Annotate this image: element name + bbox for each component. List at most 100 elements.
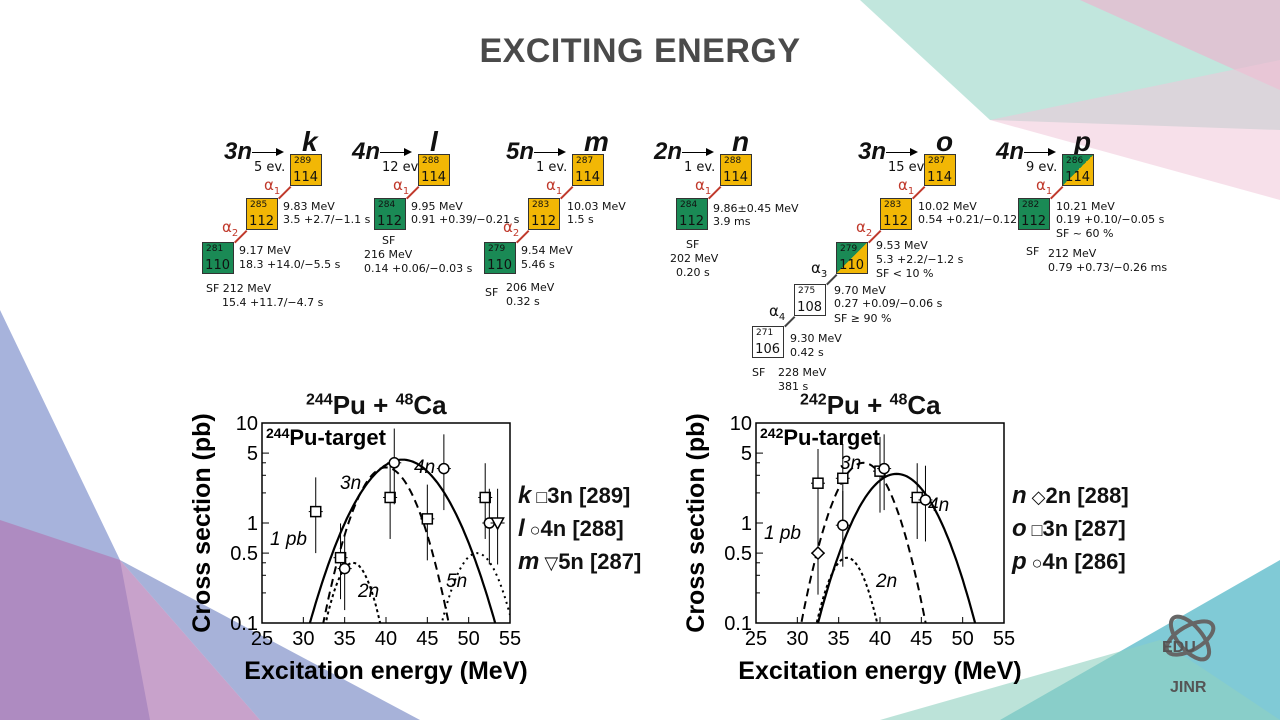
alpha-decay-label: α1 (264, 176, 281, 197)
decay-property: 10.03 MeV (567, 200, 626, 213)
decay-property: 10.02 MeV (918, 200, 977, 213)
y-tick-label: 1 (741, 513, 752, 535)
decay-property: 1.5 s (567, 213, 594, 226)
decay-property: 206 MeV (506, 281, 555, 294)
y-tick-label: 10 (730, 413, 752, 435)
chain-events-count: 1 ev. (536, 160, 568, 175)
mass-number: 284 (378, 200, 396, 210)
alpha-decay-label: α1 (695, 176, 712, 197)
data-point-circle (837, 519, 849, 531)
alpha-decay-label: α2 (222, 218, 239, 239)
legend-letter: o (1012, 515, 1027, 542)
chart-left: 244Pu-target 25 30 35 40 45 50 55 0.1 0.5 1 5 10 Exci… (190, 413, 528, 685)
mass-number: 275 (798, 286, 816, 296)
nuclide-box: 279 110 (484, 242, 516, 274)
atomic-number: 110 (205, 258, 230, 273)
slide-title: EXCITING ENERGY (479, 32, 801, 70)
x-tick-label: 55 (499, 628, 521, 650)
curve-label: 4n (414, 457, 435, 478)
mass-number: 271 (756, 328, 774, 338)
chart-left-legend: k □3n [289] l ○4n [288] m ▽5n [287] (518, 480, 641, 579)
mass-number: 282 (1022, 200, 1040, 210)
data-point-square (384, 491, 396, 504)
chart-subtitle: 242Pu-target (760, 425, 881, 450)
y-tick-label: 0.1 (230, 613, 258, 635)
decay-property: SF (752, 366, 766, 379)
y-tick-label: 1 (247, 513, 258, 535)
decay-property: 9.86±0.45 MeV (713, 202, 799, 215)
nuclide-box: 271 106 (752, 326, 784, 358)
mass-number: 287 (928, 156, 946, 166)
decay-property: 9.30 MeV (790, 332, 842, 345)
alpha-decay-label: α1 (1036, 176, 1053, 197)
fit-curves (308, 458, 510, 623)
atomic-number: 110 (839, 258, 864, 273)
nuclide-box: 288 114 (720, 154, 752, 186)
x-tick-label: 25 (745, 628, 767, 650)
data-point-circle (438, 462, 450, 475)
chain-channel-label: 2n (654, 138, 683, 165)
mass-number: 283 (532, 200, 550, 210)
mass-number: 281 (206, 244, 224, 254)
edu-jinr-logo: EDU JINR (1160, 608, 1220, 698)
nuclide-box: 287 114 (924, 154, 956, 186)
alpha-decay-label: α1 (546, 176, 563, 197)
atomic-number: 114 (723, 170, 748, 185)
chain-letter: m (584, 126, 609, 157)
alpha-decay-label: α1 (393, 176, 410, 197)
y-axis-label: Cross section (pb) (684, 413, 710, 632)
mass-number: 288 (422, 156, 440, 166)
atomic-number: 112 (531, 214, 556, 229)
legend-item: n ◇2n [288] (1012, 480, 1129, 513)
plot-frame (261, 422, 511, 624)
atomic-number: 112 (679, 214, 704, 229)
legend-item: k □3n [289] (518, 480, 641, 513)
atomic-number: 114 (927, 170, 952, 185)
nuclide-box: 287 114 (572, 154, 604, 186)
x-tick-label: 50 (458, 628, 480, 650)
chain-events-count: 15 ev. (888, 160, 928, 175)
legend-text: 5n [287] (558, 549, 642, 574)
y-tick-label: 0.5 (724, 543, 752, 565)
atomic-number: 114 (421, 170, 446, 185)
decay-property: 3.9 ms (713, 215, 751, 228)
legend-text: 4n [288] (540, 516, 624, 541)
x-tick-label: 35 (334, 628, 356, 650)
y-tick-label: 5 (741, 443, 752, 465)
decay-property: 9.95 MeV (411, 200, 463, 213)
legend-letter: m (518, 548, 540, 575)
chain-events-count: 12 ev. (382, 160, 422, 175)
decay-property: 212 MeV (1048, 247, 1097, 260)
legend-text: 4n [286] (1042, 549, 1126, 574)
y-tick-label: 10 (236, 413, 258, 435)
x-tick-label: 55 (993, 628, 1015, 650)
mass-number: 279 (488, 244, 506, 254)
decay-property: SF (485, 286, 499, 299)
data-point-square (837, 472, 849, 485)
mass-number: 285 (250, 200, 268, 210)
decay-property: 18.3 +14.0/−5.5 s (239, 258, 341, 271)
chain-letter: n (732, 126, 750, 157)
chain-events-count: 1 ev. (684, 160, 716, 175)
curve-label: 3n (840, 453, 861, 474)
chain-channel-label: 5n (506, 138, 535, 165)
chain-arrow (252, 148, 284, 156)
nuclide-box: 286 114 (1062, 154, 1094, 186)
legend-item: o □3n [287] (1012, 513, 1129, 546)
mass-number: 284 (680, 200, 698, 210)
data-point-square (334, 551, 347, 564)
nuclide-box: 282 112 (1018, 198, 1050, 230)
data-point-circle (919, 494, 932, 506)
nuclide-box: 289 114 (290, 154, 322, 186)
chain-letter: l (430, 126, 438, 157)
decay-property: SF ≥ 90 % (834, 312, 892, 325)
chain-letter: o (936, 126, 954, 157)
chain-arrow (682, 148, 714, 156)
nuclide-box: 281 110 (202, 242, 234, 274)
decay-property: 0.54 +0.21/−0.12 s (918, 213, 1027, 226)
decay-property: 9.17 MeV (239, 244, 291, 257)
x-tick-label: 45 (416, 628, 438, 650)
x-tick-label: 50 (952, 628, 974, 650)
decay-property: 3.5 +2.7/−1.1 s (283, 213, 371, 226)
